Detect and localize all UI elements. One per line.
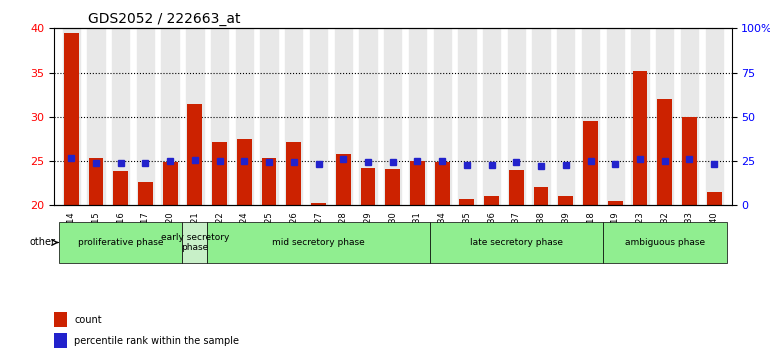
Bar [633, 71, 648, 205]
FancyBboxPatch shape [207, 222, 430, 263]
Text: ambiguous phase: ambiguous phase [624, 238, 705, 247]
Text: mid secretory phase: mid secretory phase [272, 238, 365, 247]
Bar [138, 182, 152, 205]
Bar [656, 28, 674, 205]
FancyBboxPatch shape [59, 222, 182, 263]
Bar [557, 28, 574, 205]
Bar [682, 117, 697, 205]
Text: proliferative phase: proliferative phase [78, 238, 163, 247]
Bar [385, 169, 400, 205]
Text: late secretory phase: late secretory phase [470, 238, 563, 247]
Bar [186, 28, 203, 205]
Bar [64, 33, 79, 205]
Bar [532, 28, 550, 205]
Bar [335, 28, 352, 205]
Bar [483, 28, 501, 205]
Bar [631, 28, 648, 205]
Bar [435, 162, 450, 205]
Bar [236, 28, 253, 205]
Bar [409, 28, 426, 205]
Bar [681, 28, 698, 205]
Bar [460, 199, 474, 205]
Bar [608, 201, 623, 205]
Bar [237, 139, 252, 205]
Bar [534, 187, 548, 205]
Bar [434, 28, 450, 205]
Bar [213, 142, 227, 205]
Bar [507, 28, 525, 205]
Bar [162, 162, 178, 205]
Bar [484, 196, 499, 205]
Bar [162, 28, 179, 205]
Text: count: count [74, 315, 102, 325]
Bar [285, 28, 303, 205]
Bar [658, 99, 672, 205]
Bar [410, 161, 425, 205]
Bar [113, 171, 128, 205]
Text: other: other [29, 238, 55, 247]
Bar [336, 154, 350, 205]
Bar [262, 159, 276, 205]
Bar [187, 104, 203, 205]
Bar [311, 202, 326, 205]
Bar [707, 192, 721, 205]
Text: GDS2052 / 222663_at: GDS2052 / 222663_at [88, 12, 240, 26]
Bar [286, 142, 301, 205]
Bar [607, 28, 624, 205]
FancyBboxPatch shape [430, 222, 603, 263]
Bar [62, 28, 80, 205]
Bar [211, 28, 228, 205]
Bar [87, 28, 105, 205]
Bar [89, 159, 103, 205]
Bar [260, 28, 278, 205]
FancyBboxPatch shape [603, 222, 727, 263]
Bar [582, 28, 599, 205]
Bar [54, 333, 68, 348]
Bar [112, 28, 129, 205]
Bar [509, 170, 524, 205]
Bar [360, 28, 377, 205]
Text: early secretory
phase: early secretory phase [161, 233, 229, 252]
Text: percentile rank within the sample: percentile rank within the sample [74, 336, 239, 346]
Bar [458, 28, 476, 205]
Bar [360, 168, 376, 205]
FancyBboxPatch shape [182, 222, 207, 263]
Bar [310, 28, 327, 205]
Bar [583, 121, 598, 205]
Bar [384, 28, 401, 205]
Bar [705, 28, 723, 205]
Bar [54, 312, 68, 327]
Bar [558, 196, 573, 205]
Bar [137, 28, 154, 205]
